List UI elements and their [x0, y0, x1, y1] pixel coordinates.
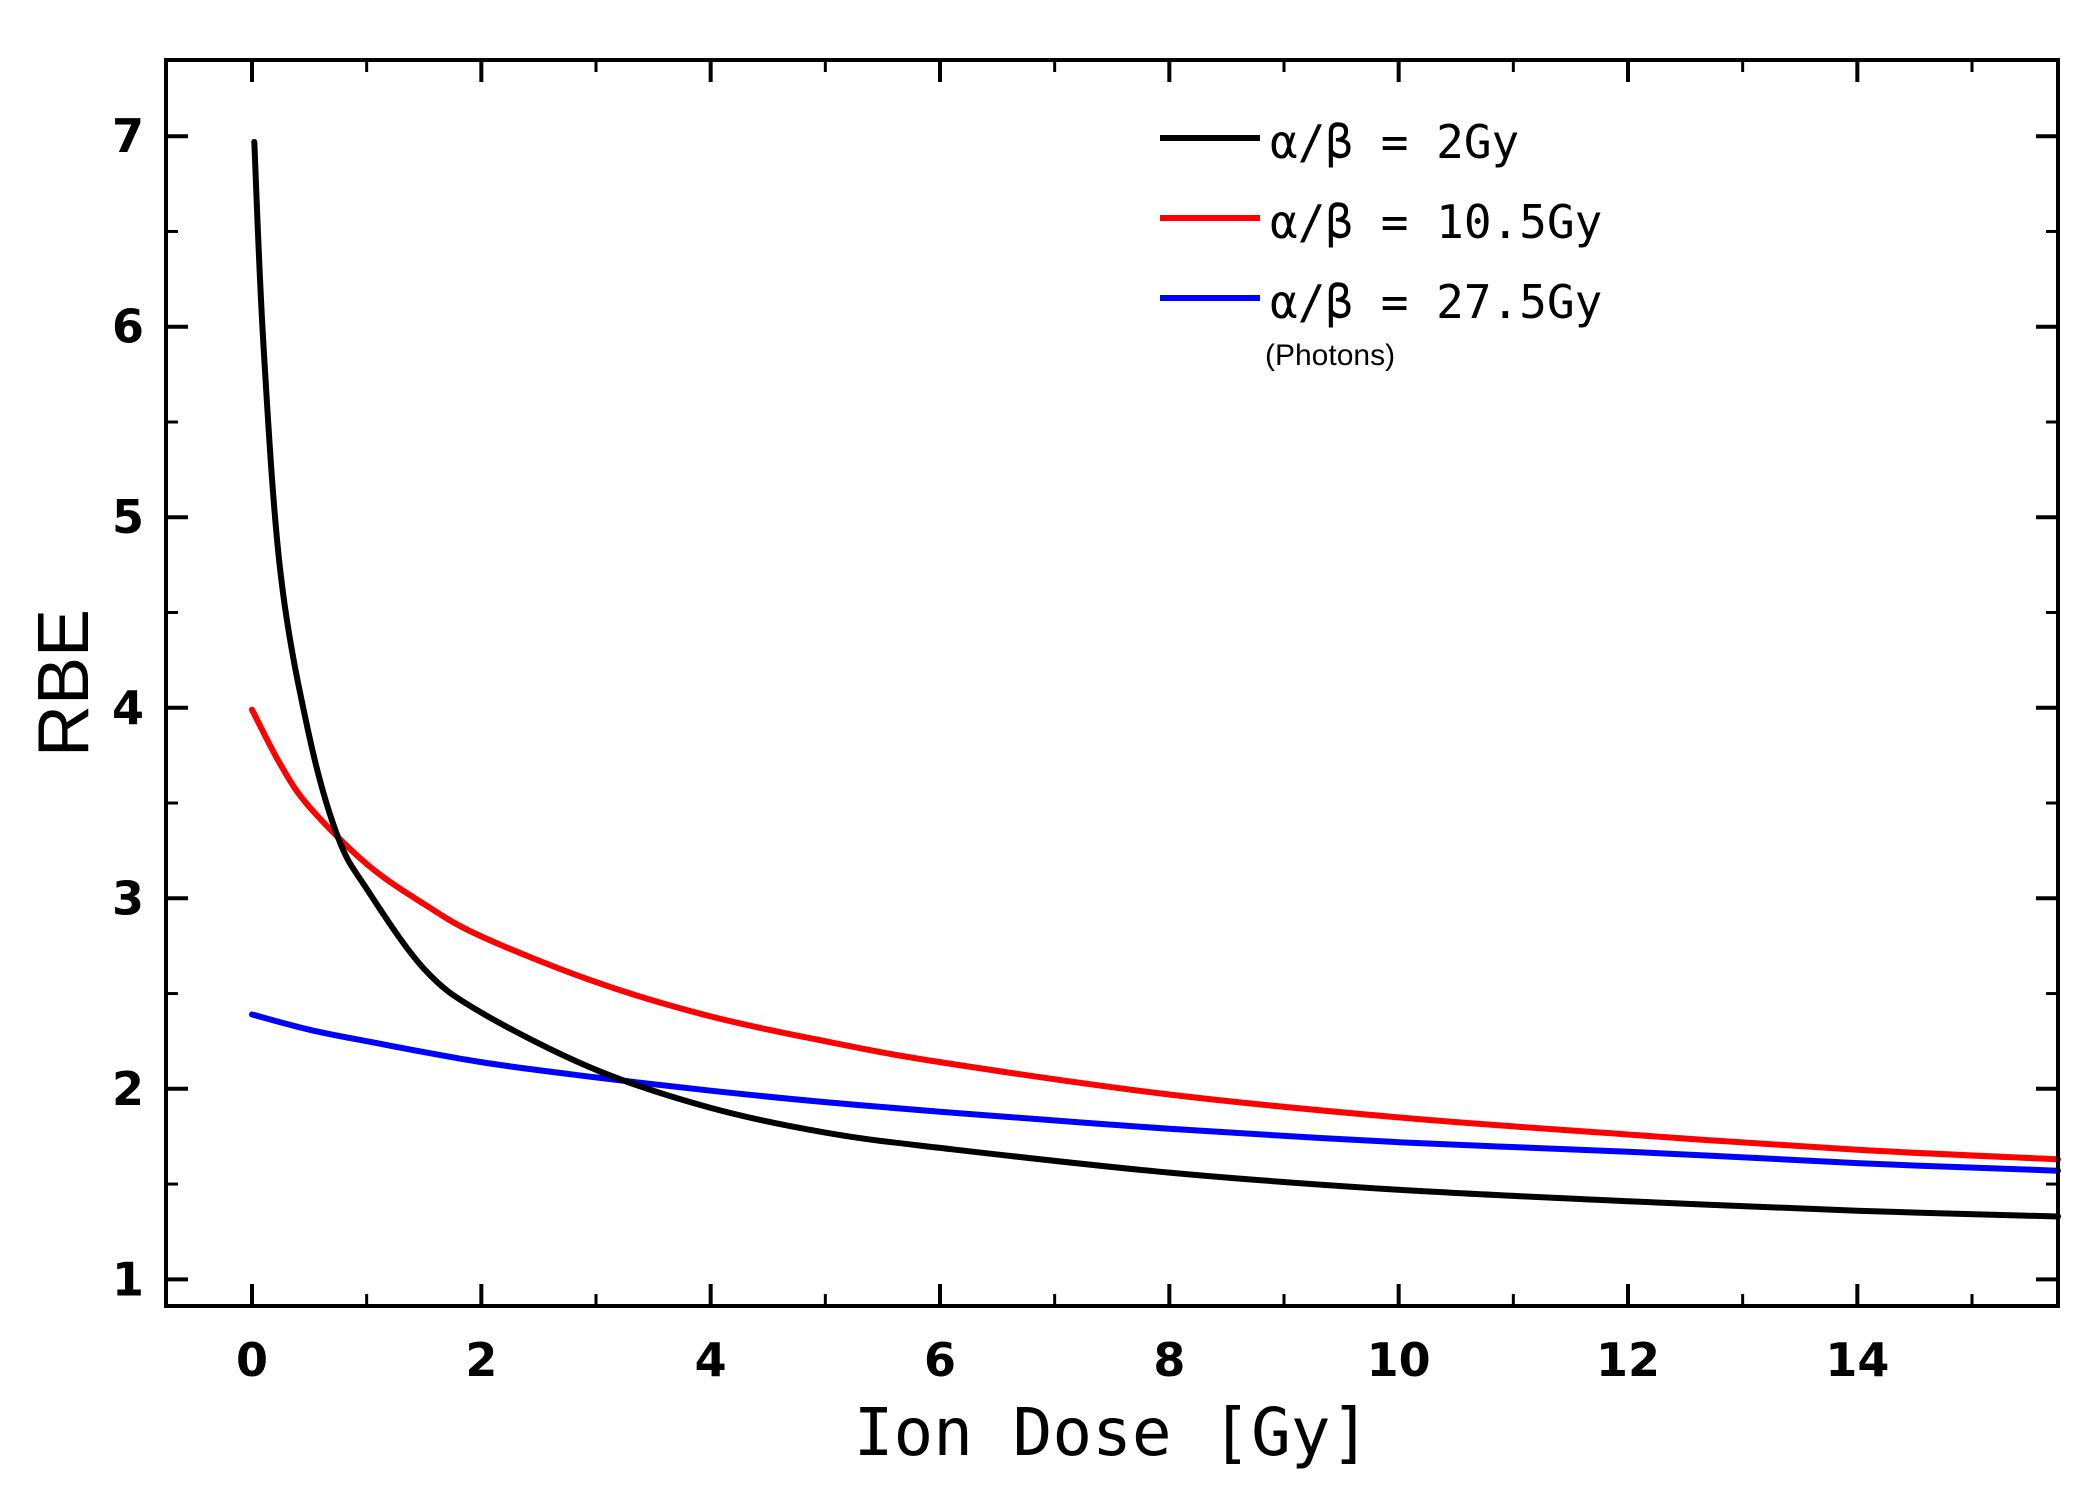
- x-tick-label: 2: [465, 1333, 497, 1387]
- legend-label: α/β = 27.5Gy: [1270, 275, 1602, 329]
- x-tick-label: 10: [1367, 1333, 1431, 1387]
- x-tick-label: 8: [1153, 1333, 1185, 1387]
- y-axis-label: RBE: [24, 609, 104, 757]
- y-tick-label: 7: [112, 109, 144, 163]
- legend: α/β = 2Gy α/β = 10.5Gy α/β = 27.5Gy (Photon…: [1160, 115, 1602, 372]
- plot-frame: [164, 58, 2060, 1308]
- legend-label: α/β = 2Gy: [1270, 115, 1519, 169]
- x-tick-label: 14: [1825, 1333, 1889, 1387]
- y-tick-label: 3: [112, 871, 144, 925]
- x-tick-label: 0: [236, 1333, 268, 1387]
- series-line-alpha-beta-10-5gy: [249, 706, 2061, 1163]
- y-tick-label: 2: [112, 1062, 144, 1116]
- x-axis-label: Ion Dose [Gy]: [854, 1394, 1371, 1471]
- legend-note: (Photons): [1265, 339, 1395, 372]
- data-series: [249, 138, 2061, 1220]
- x-tick-label: 12: [1596, 1333, 1660, 1387]
- series-line-alpha-beta-2gy: [251, 138, 2061, 1220]
- y-tick-label: 1: [112, 1252, 144, 1306]
- legend-label: α/β = 10.5Gy: [1270, 195, 1602, 249]
- x-tick-label: 6: [924, 1333, 956, 1387]
- y-tick-label: 4: [112, 681, 144, 735]
- y-tick-label: 6: [112, 300, 144, 354]
- series-line-alpha-beta-27-5gy: [249, 1011, 2061, 1174]
- x-tick-label: 4: [695, 1333, 727, 1387]
- y-tick-label: 5: [112, 490, 144, 544]
- axis-ticks: [166, 60, 2058, 1306]
